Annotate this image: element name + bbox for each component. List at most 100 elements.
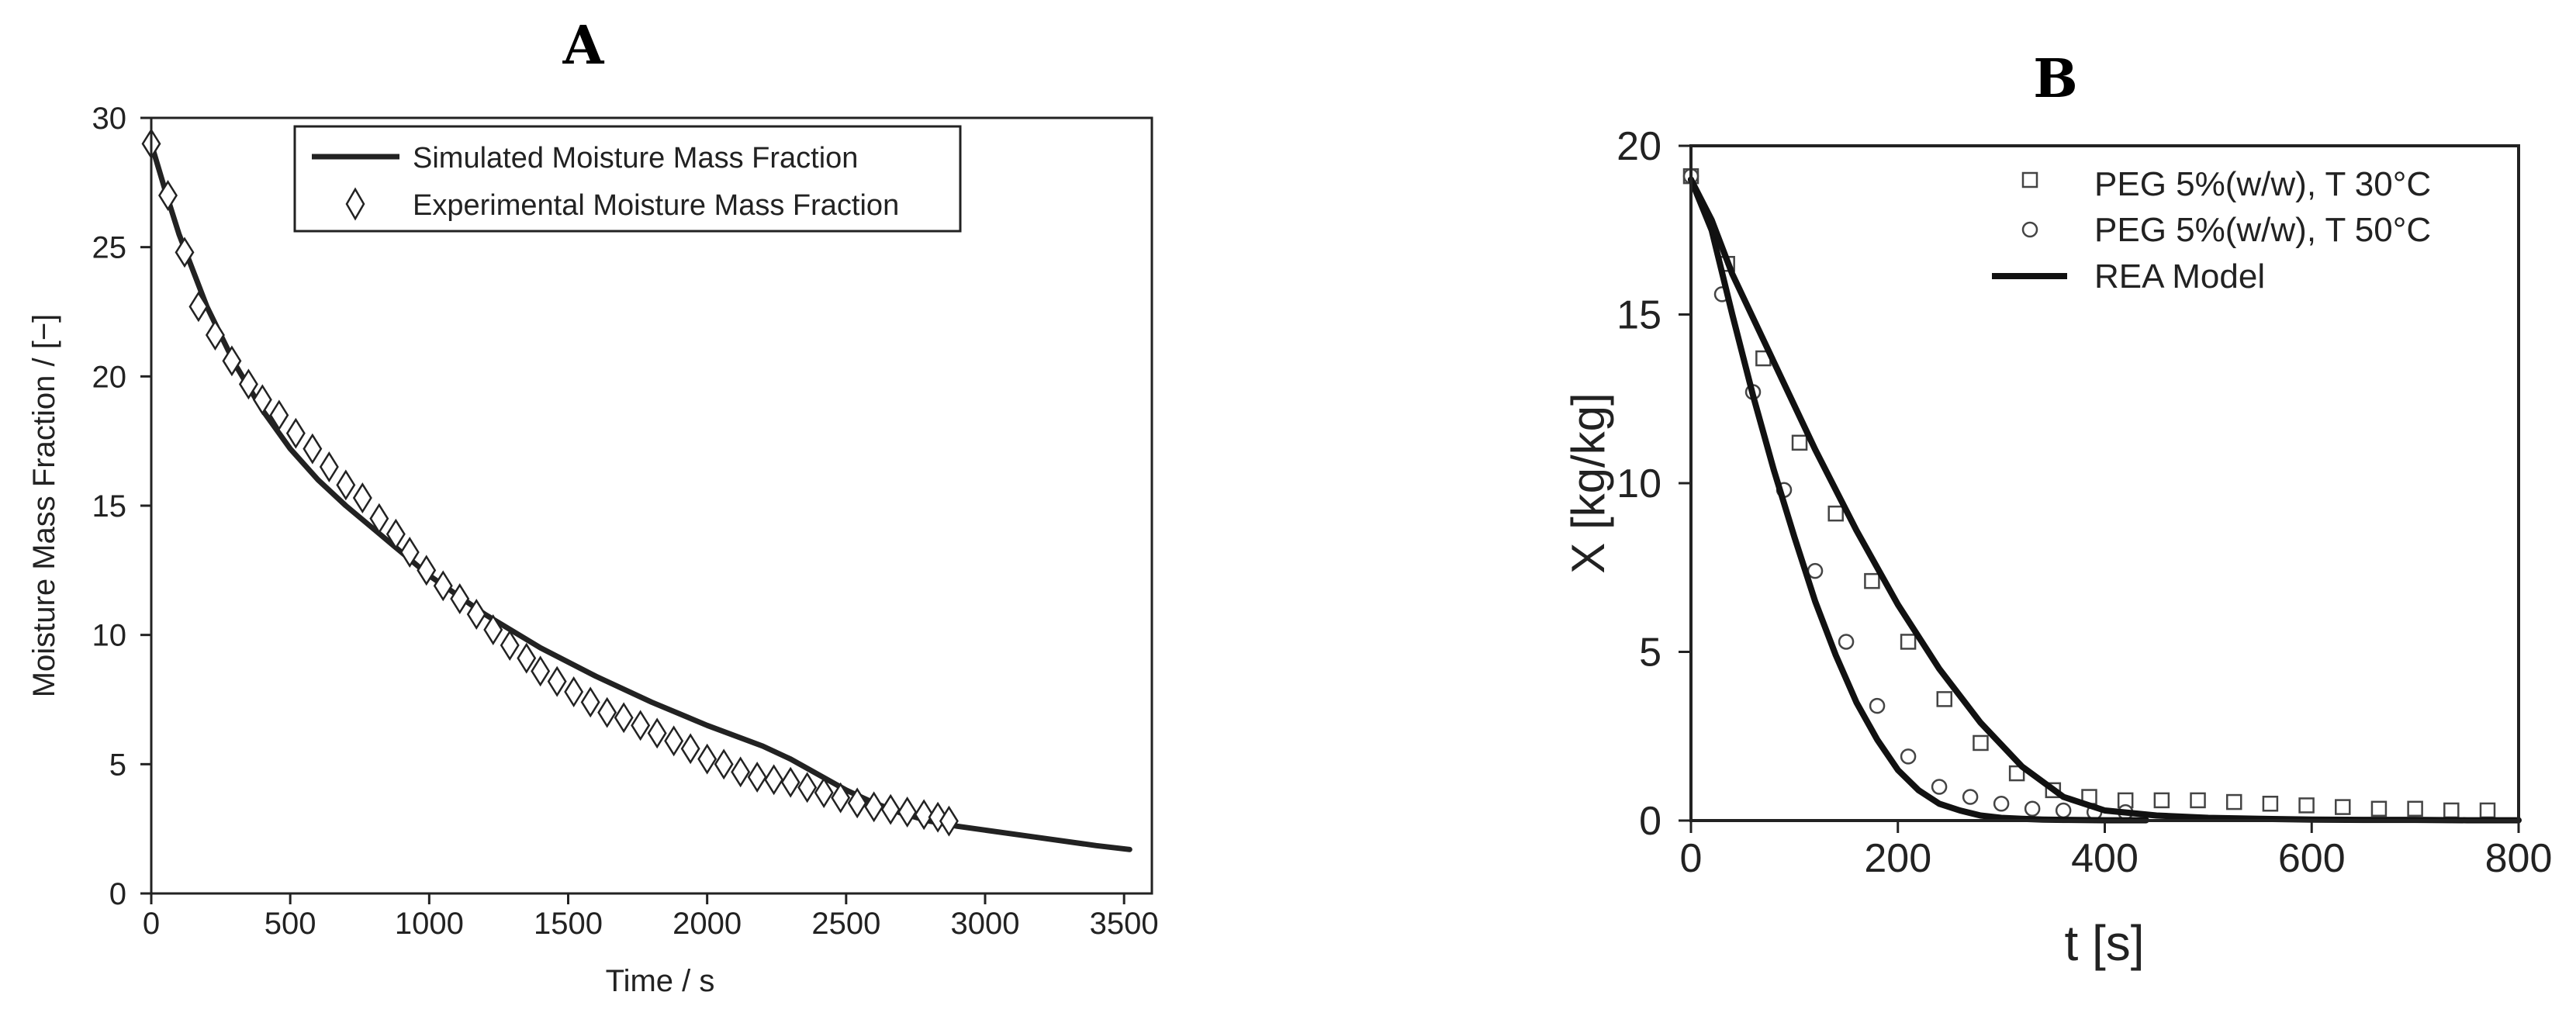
panel-a-y-tick-label: 30 (92, 102, 127, 136)
panel-a-diamond-point (252, 384, 272, 416)
panel-a-diamond-point (547, 665, 567, 697)
panel-a-x-tick-label: 1000 (395, 907, 464, 941)
panel-a-x-tick-label: 500 (265, 907, 316, 941)
panel-a-diamond-point (647, 717, 667, 749)
panel-a-diamond-point (731, 756, 751, 788)
panel-b-square-point (1864, 572, 1880, 589)
panel-a-diamond-point (352, 482, 372, 513)
panel-a-y-tick-label: 25 (92, 231, 127, 265)
panel-a-diamond-point (747, 762, 767, 793)
panel-b-legend: PEG 5%(w/w), T 30°C PEG 5%(w/w), T 50°C … (1992, 165, 2431, 295)
panel-a-diamond-point (614, 702, 634, 734)
panel-b-square-point (2262, 796, 2279, 812)
panel-b-legend-label-30c: PEG 5%(w/w), T 30°C (2094, 165, 2431, 203)
panel-a-y-axis-label: Moisture Mass Fraction / [−] (27, 314, 61, 698)
panel-b-square-point (1827, 505, 1844, 522)
panel-a-diamond-point (500, 630, 520, 661)
panel-a-diamond-point (597, 696, 617, 728)
panel-a-diamond-point (914, 799, 934, 831)
panel-b-square-point (2335, 799, 2351, 815)
panel-b-y-tick-label: 10 (1616, 461, 1661, 506)
panel-b-square-point (2225, 793, 2242, 810)
panel-a-x-tick-label: 2000 (673, 907, 742, 941)
panel-b-ticks: 0 200 400 600 800 0 5 10 15 20 (1616, 124, 2552, 881)
panel-a-diamond-point (336, 469, 356, 501)
panel-a-ticks: 0 500 1000 1500 2000 2500 3000 3500 0 5 10 15 20 25 30 (92, 102, 1159, 941)
panel-a-diamond-point (158, 180, 178, 211)
panel-a-x-tick-label: 3500 (1090, 907, 1159, 941)
panel-b-legend-square-swatch (2021, 171, 2038, 188)
panel-a-diamond-point (580, 686, 600, 718)
panel-a-diamond-point (780, 766, 800, 798)
panel-a-diamond-point (188, 291, 209, 323)
panel-a-diamond-point (939, 805, 959, 837)
panel-a-legend-diamond-swatch (345, 187, 365, 221)
panel-b-y-tick-label: 5 (1639, 631, 1661, 676)
panel-a-series-0-line-0 (148, 140, 1132, 852)
panel-a-diamond-point (517, 642, 537, 674)
panel-a-x-tick-label: 3000 (951, 907, 1020, 941)
panel-a-legend-label-experimental: Experimental Moisture Mass Fraction (413, 189, 899, 222)
panel-b-x-tick-label: 0 (1680, 836, 1703, 881)
panel-a-diamond-point (864, 791, 884, 823)
panel-a-diamond-point (483, 614, 503, 645)
panel-a-diamond-point (369, 503, 389, 534)
panel-a-diamond-point (664, 725, 684, 757)
panel-a-diamond-point (319, 451, 339, 482)
panel-b-circle-point (2024, 800, 2041, 817)
panel-a-plot-area (141, 128, 1132, 852)
panel-a-diamond-point (564, 676, 584, 707)
panel-b-y-tick-label: 20 (1616, 124, 1661, 169)
panel-b-legend-label-model: REA Model (2094, 257, 2265, 295)
panel-a-diamond-point (697, 743, 717, 775)
panel-b-legend-label-50c: PEG 5%(w/w), T 50°C (2094, 211, 2431, 249)
panel-a-diamond-point (386, 518, 406, 550)
panel-a-legend-label-simulated: Simulated Moisture Mass Fraction (413, 142, 858, 175)
panel-a-x-axis-label: Time / s (606, 964, 715, 998)
panel-a-legend: Simulated Moisture Mass Fraction Experim… (293, 125, 962, 233)
panel-b-square-point (2370, 800, 2388, 817)
panel-a-diamond-point (399, 537, 420, 568)
panel-a-diamond-point (797, 772, 818, 803)
panel-a-diamond-point (285, 417, 306, 449)
panel-b-square-point (1973, 734, 1989, 752)
panel-b-series-2-line-0 (1688, 176, 2149, 824)
panel-a-title: A (562, 15, 605, 77)
panel-a-y-tick-label: 15 (92, 489, 127, 524)
panel-a-diamond-point (814, 777, 834, 808)
panel-b-square-point (2153, 792, 2170, 809)
panel-b-circle-point (1931, 779, 1948, 795)
panel-a-diamond-point (222, 345, 242, 377)
panel-a-x-tick-label: 0 (143, 907, 160, 941)
panel-a-diamond-point (847, 787, 867, 819)
panel-b-y-axis-label: X [kg/kg] (1562, 392, 1614, 573)
panel-b-title: B (2033, 48, 2077, 110)
panel-a-diamond-point (269, 399, 289, 431)
panel-b-x-tick-label: 800 (2485, 836, 2553, 881)
panel-b-circle-point (1869, 697, 1886, 714)
panel-b-x-axis-label: t [s] (2064, 915, 2144, 971)
panel-b-legend-circle-swatch (2021, 221, 2038, 238)
panel-b-y-tick-label: 0 (1639, 799, 1661, 844)
panel-a-diamond-point (303, 433, 323, 465)
panel-a-axes-frame (150, 116, 1153, 895)
panel-b-x-tick-label: 600 (2278, 836, 2346, 881)
panel-a-diamond-point (764, 764, 784, 796)
panel-a-diamond-point (897, 797, 918, 828)
panel-b-square-point (1900, 634, 1917, 650)
panel-a-diamond-point (175, 237, 195, 268)
panel-b-circle-point (1962, 789, 1979, 805)
panel-b-square-point (2008, 765, 2025, 782)
panel-b-square-point (2298, 797, 2315, 814)
panel-b-square-point (2190, 792, 2206, 809)
panel-b-circle-point (1900, 748, 1917, 765)
panel-b-x-tick-label: 400 (2071, 836, 2139, 881)
panel-b-square-point (2407, 800, 2423, 817)
panel-b-circle-point (1838, 634, 1855, 650)
panel-a-diamond-point (205, 320, 225, 351)
panel-a-x-tick-label: 1500 (534, 907, 603, 941)
panel-b-square-point (1791, 434, 1808, 451)
panel-a-diamond-point (238, 368, 258, 400)
